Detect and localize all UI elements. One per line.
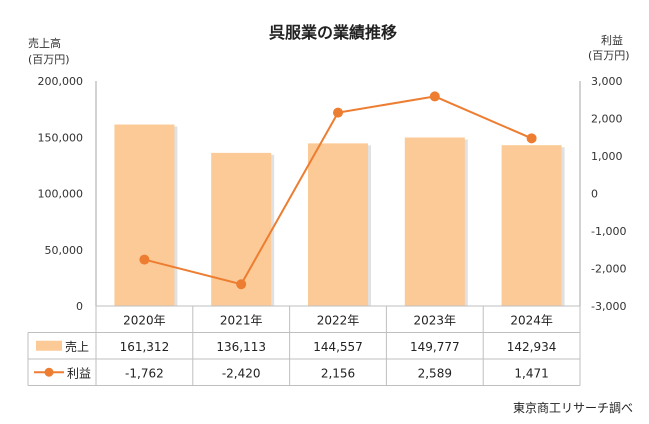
- right-tick-label: 2,000: [591, 113, 623, 126]
- legend-sales-label: 売上: [65, 339, 89, 354]
- profit-value: -2,420: [222, 366, 261, 380]
- profit-point-2024年: [526, 133, 537, 144]
- plot-area: 0 50,000 100,000 150,000 200,000 -3,000 -2,000…: [38, 75, 627, 313]
- bar-2024年: [501, 145, 562, 306]
- sales-value: 149,777: [410, 340, 460, 354]
- left-tick-label: 100,000: [38, 188, 84, 201]
- right-tick-label: -3,000: [591, 300, 626, 313]
- category-label: 2020年: [123, 313, 166, 327]
- right-tick-label: -1,000: [591, 225, 626, 238]
- right-tick-label: -2,000: [591, 263, 626, 276]
- profit-value: 1,471: [514, 366, 548, 380]
- left-tick-label: 150,000: [38, 131, 84, 144]
- category-label: 2021年: [220, 313, 263, 327]
- right-axis-label: 利益: [601, 33, 623, 47]
- profit-value: -1,762: [125, 366, 164, 380]
- left-tick-label: 50,000: [45, 244, 84, 257]
- legend-bar-swatch: [36, 340, 62, 351]
- left-axis-unit: (百万円): [28, 53, 70, 66]
- bar-2023年: [404, 137, 465, 306]
- left-tick-label: 0: [76, 300, 83, 313]
- chart-title: 呉服業の業績推移: [269, 23, 397, 42]
- profit-point-2021年: [236, 279, 247, 290]
- right-tick-label: 3,000: [591, 75, 623, 88]
- category-label: 2024年: [510, 313, 553, 327]
- bar-2020年: [114, 124, 175, 306]
- left-axis-label: 売上高: [28, 36, 61, 50]
- right-tick-label: 1,000: [591, 150, 623, 163]
- legend-profit-label: 利益: [67, 366, 91, 380]
- category-label: 2022年: [317, 313, 360, 327]
- sales-value: 142,934: [507, 340, 557, 354]
- profit-value: 2,156: [321, 366, 355, 380]
- category-label: 2023年: [414, 313, 457, 327]
- profit-point-2020年: [139, 254, 150, 265]
- profit-point-2023年: [429, 91, 440, 102]
- bar-2022年: [308, 143, 368, 306]
- legend-line-marker: [44, 367, 54, 377]
- profit-point-2022年: [333, 107, 343, 118]
- source-note: 東京商工リサーチ調べ: [513, 400, 633, 415]
- profit-value: 2,589: [418, 366, 452, 380]
- right-axis-unit: (百万円): [588, 49, 630, 62]
- sales-value: 161,312: [120, 340, 170, 354]
- right-tick-label: 0: [591, 188, 598, 201]
- sales-value: 144,557: [313, 340, 363, 354]
- left-tick-label: 200,000: [38, 75, 84, 88]
- sales-value: 136,113: [216, 340, 266, 354]
